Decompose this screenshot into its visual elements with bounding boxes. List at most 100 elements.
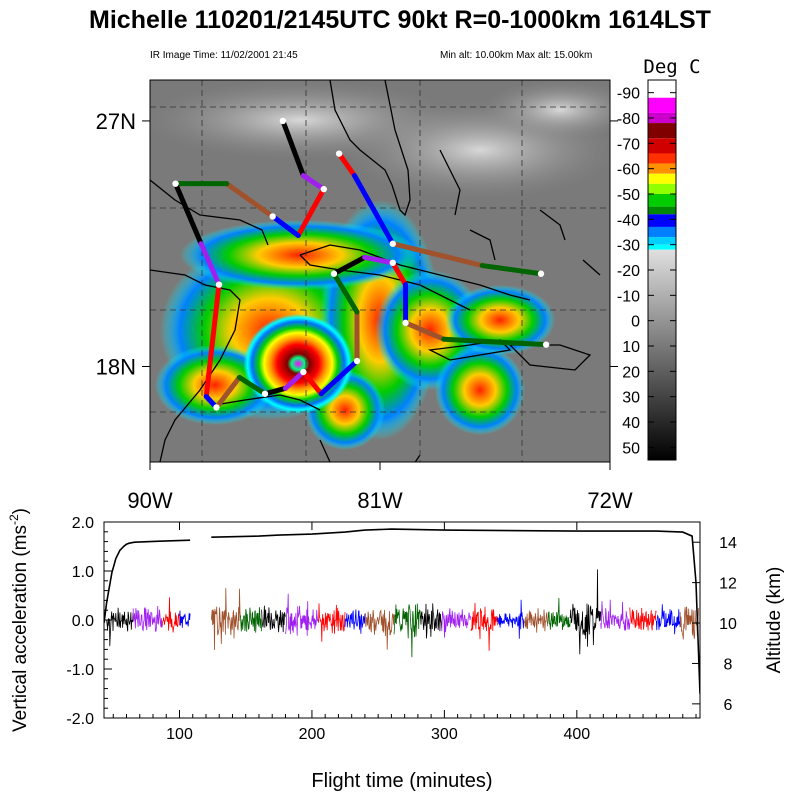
track-segment (300, 173, 327, 192)
x-tick-label: 300 (431, 726, 458, 743)
dropsonde-marker (172, 180, 179, 187)
track-segment (362, 254, 396, 266)
track-segment (270, 213, 301, 239)
colorbar-label: -90 (617, 86, 640, 103)
colorbar-label: 20 (622, 364, 640, 381)
x-tick-label: 200 (299, 726, 326, 743)
colorbar-label: -70 (617, 136, 640, 153)
dropsonde-marker (320, 185, 327, 193)
colorbar-label: 50 (622, 440, 640, 457)
colorbar-label: -80 (617, 111, 640, 128)
colorbar-gray-ramp (648, 249, 676, 460)
altitude-line (104, 528, 700, 694)
track-segment (390, 260, 409, 288)
colorbar-swatch (648, 97, 676, 113)
acceleration-trace (240, 607, 262, 633)
track-segment (295, 186, 327, 239)
track-segment (224, 181, 276, 219)
track-b-segment (336, 151, 357, 178)
y-axis-label-text: Vertical acceleration (ms (10, 525, 31, 732)
y2-tick-label: 8 (724, 656, 733, 673)
track-segment (331, 271, 360, 315)
acceleration-trace (629, 607, 657, 631)
y-tick-label: -2.0 (66, 711, 94, 728)
dropsonde-marker (335, 150, 343, 157)
map-axes: 27N 18N 90W 81W 72W (96, 109, 633, 513)
acceleration-trace (106, 607, 134, 647)
acceleration-trace (393, 603, 421, 658)
colorbar-label: -10 (617, 288, 640, 305)
colorbar-swatch (648, 214, 676, 227)
track-segment (262, 385, 288, 397)
ir-map-panel: 27N 18N 90W 81W 72W (96, 79, 633, 513)
dropsonde-marker (353, 357, 361, 365)
track-segment (173, 181, 204, 247)
dropsonde-marker (542, 341, 550, 348)
colorbar-swatch (648, 80, 676, 98)
colorbar-label: -40 (617, 212, 640, 229)
temperature-colorbar: Deg C -90 -80 -70 -60 -50 -40 -30 -20 -10 0 10 20 30… (617, 56, 701, 461)
colorbar-label: 40 (622, 415, 640, 432)
y-tick-label: 2.0 (72, 515, 94, 532)
acceleration-trace (441, 608, 472, 638)
track-segment (198, 241, 222, 288)
dropsonde-marker (215, 281, 223, 288)
y-axis-label-end: ) (10, 508, 31, 514)
acceleration-trace (210, 588, 241, 651)
track-segment (213, 374, 242, 410)
altitude-range-note: Min alt: 10.00km Max alt: 15.00km (440, 50, 593, 61)
acceleration-trace (523, 608, 549, 633)
colorbar-swatch (648, 237, 676, 245)
colorbar-swatch (648, 123, 676, 139)
y2-tick-label: 14 (719, 535, 737, 552)
track-b-segment (479, 263, 544, 277)
acceleration-trace (497, 599, 525, 639)
dropsonde-marker (269, 213, 276, 220)
dropsonde-marker (279, 117, 287, 125)
colorbar-swatch (648, 163, 676, 174)
acceleration-altitude-plot: 100 200 300 400 2.0 1.0 0.0 -1.0 -2.0 14 12 10 8 6 Fl… (7, 508, 785, 792)
ir-image-time: IR Image Time: 11/02/2001 21:45 (150, 50, 298, 61)
y2-axis-label: Altitude (km) (764, 567, 785, 674)
acceleration-trace (261, 605, 286, 633)
y-axis-label: Vertical acceleration (ms-2) (7, 508, 31, 732)
track-b-segment (351, 173, 396, 247)
track-segment (203, 282, 222, 400)
track-segment (282, 369, 306, 391)
colorbar-label: -20 (617, 263, 640, 280)
y2-tick-label: 10 (719, 616, 737, 633)
acceleration-trace (655, 604, 681, 635)
colorbar-swatch (648, 206, 676, 215)
colorbar-title: Deg C (643, 56, 700, 78)
colorbar-label: 30 (622, 390, 640, 407)
y-axis-label-superscript: -2 (7, 514, 21, 525)
colorbar-swatch (648, 173, 676, 184)
x-axis-label: Flight time (minutes) (311, 770, 492, 792)
dropsonde-marker (261, 390, 269, 397)
y-tick-label: 0.0 (72, 613, 94, 630)
dropsonde-marker (389, 240, 396, 247)
dropsonde-marker (330, 270, 338, 277)
acceleration-trace (179, 610, 191, 628)
chart-title: Michelle 110201/2145UTC 90kt R=0-1000km … (89, 6, 711, 34)
cloud-field (150, 80, 610, 450)
track-segment (403, 320, 447, 342)
track-segment (300, 369, 324, 397)
y2-tick-label: 12 (719, 576, 737, 593)
lon-label: 81W (357, 488, 402, 513)
lat-label: 18N (96, 355, 136, 380)
track-segment (280, 118, 306, 178)
x-tick-label: 100 (166, 726, 193, 743)
track-segment (331, 254, 368, 277)
acceleration-trace (285, 593, 319, 636)
acceleration-trace (547, 597, 571, 631)
colorbar-swatch (648, 138, 676, 154)
colorbar-label: -30 (617, 238, 640, 255)
lon-label: 90W (127, 488, 172, 513)
acceleration-trace (318, 603, 346, 642)
dropsonde-marker (402, 319, 409, 327)
colorbar-swatch (648, 153, 676, 164)
dropsonde-marker (389, 259, 396, 267)
colorbar-swatch (648, 183, 676, 194)
